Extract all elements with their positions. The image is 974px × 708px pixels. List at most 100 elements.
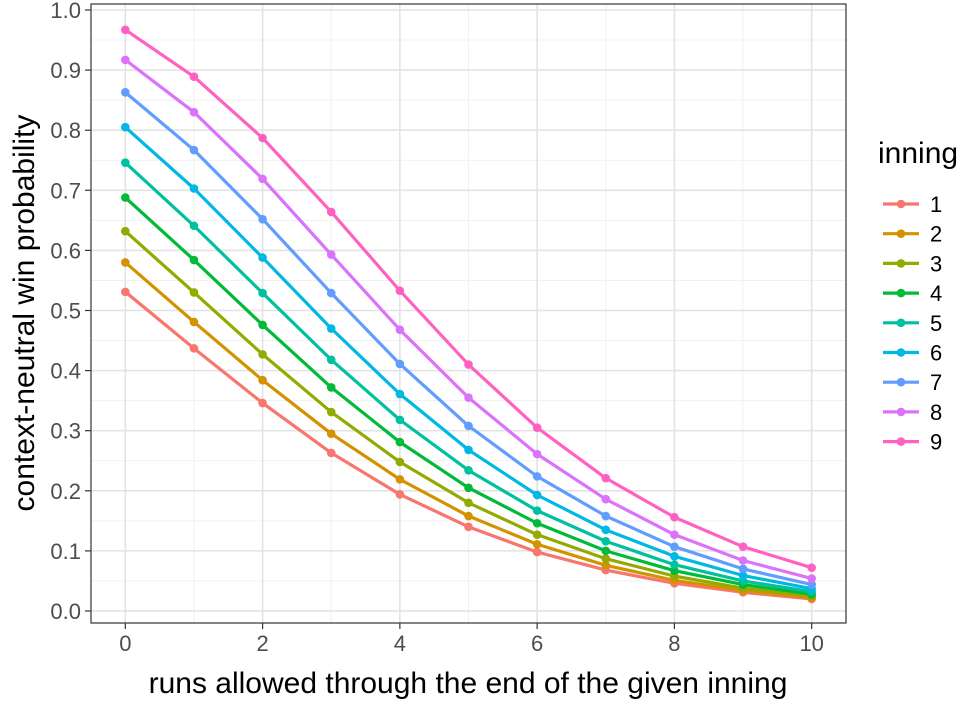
legend-key-point [896, 229, 906, 238]
data-point-inning-4 [258, 320, 267, 330]
data-point-inning-8 [807, 574, 816, 583]
data-point-inning-3 [601, 554, 611, 563]
data-point-inning-8 [601, 494, 611, 504]
data-point-inning-6 [189, 184, 199, 193]
y-axis: 0.0 0.1 0.2 0.3 0.4 0.5 0.6 0.7 0.8 0.9 1.0 [50, 0, 91, 624]
data-point-inning-5 [189, 221, 199, 231]
data-point-inning-4 [189, 255, 199, 265]
legend-label-2: 2 [930, 222, 942, 247]
data-point-inning-7 [738, 564, 748, 574]
data-point-inning-2 [532, 539, 542, 549]
data-point-inning-4 [532, 518, 542, 528]
legend-label-9: 9 [930, 430, 942, 455]
data-point-inning-5 [464, 466, 473, 475]
data-point-inning-7 [326, 288, 336, 298]
x-axis: 0 2 4 6 8 10 [119, 623, 824, 656]
data-point-inning-5 [532, 506, 542, 515]
data-point-inning-1 [189, 344, 199, 353]
data-point-inning-4 [121, 193, 130, 202]
data-point-inning-2 [258, 375, 267, 385]
data-point-inning-6 [121, 122, 130, 132]
data-point-inning-7 [395, 359, 405, 369]
x-tick-label: 4 [394, 631, 406, 656]
x-tick-label: 6 [531, 631, 543, 656]
x-tick-label: 0 [119, 631, 131, 656]
data-point-inning-8 [326, 250, 336, 259]
y-tick-label: 1.0 [50, 0, 81, 23]
data-point-inning-2 [189, 317, 199, 327]
data-point-inning-7 [532, 472, 542, 481]
legend-label-8: 8 [930, 400, 942, 425]
data-point-inning-9 [189, 72, 199, 82]
data-point-inning-4 [601, 546, 611, 556]
data-point-inning-5 [258, 288, 267, 298]
x-tick-label: 10 [799, 631, 823, 656]
legend-key-point [896, 318, 906, 328]
data-point-inning-9 [601, 473, 611, 483]
legend-key-point [896, 288, 906, 298]
data-point-inning-8 [670, 530, 679, 539]
legend-label-5: 5 [930, 311, 942, 336]
data-point-inning-6 [532, 490, 542, 500]
minor-grid [91, 4, 846, 623]
data-point-inning-8 [395, 325, 405, 335]
legend-label-6: 6 [930, 341, 942, 366]
data-point-inning-1 [395, 490, 405, 499]
data-point-inning-5 [395, 415, 405, 425]
data-point-inning-6 [258, 253, 267, 262]
data-point-inning-3 [532, 530, 542, 539]
data-point-inning-6 [670, 551, 679, 561]
x-axis-title: runs allowed through the end of the give… [149, 667, 788, 700]
data-point-inning-6 [738, 571, 748, 580]
data-point-inning-1 [326, 448, 336, 458]
data-point-inning-7 [189, 145, 199, 155]
data-point-inning-8 [189, 107, 199, 117]
data-point-inning-9 [807, 563, 816, 573]
data-point-inning-8 [258, 174, 267, 184]
data-point-inning-8 [738, 556, 748, 565]
data-point-inning-2 [395, 475, 405, 484]
data-point-inning-5 [121, 158, 130, 167]
legend-label-3: 3 [930, 251, 942, 276]
data-point-inning-1 [258, 398, 267, 408]
y-tick-label: 0.5 [50, 298, 81, 323]
data-point-inning-3 [121, 226, 130, 236]
data-point-inning-7 [670, 542, 679, 551]
data-point-inning-4 [395, 437, 405, 447]
y-tick-label: 0.9 [50, 58, 81, 83]
legend-key-point [896, 259, 906, 268]
data-point-inning-1 [532, 547, 542, 557]
y-tick-label: 0.2 [50, 479, 81, 504]
data-point-inning-7 [601, 511, 611, 521]
data-point-inning-7 [464, 421, 473, 431]
data-point-inning-9 [395, 286, 405, 295]
x-tick-label: 8 [668, 631, 680, 656]
data-point-inning-4 [670, 566, 679, 576]
data-point-inning-2 [464, 511, 473, 521]
y-tick-label: 0.0 [50, 599, 81, 624]
y-axis-title: context-neutral win probability [8, 115, 41, 512]
data-point-inning-2 [601, 561, 611, 570]
data-point-inning-6 [326, 324, 336, 333]
plot-border [90, 3, 847, 624]
legend-key-point [896, 377, 906, 387]
data-point-inning-5 [326, 355, 336, 365]
data-point-inning-6 [395, 389, 405, 399]
y-tick-label: 0.8 [50, 118, 81, 143]
legend-label-7: 7 [930, 370, 942, 395]
data-point-inning-7 [258, 214, 267, 224]
y-tick-label: 0.6 [50, 238, 81, 263]
data-point-inning-1 [464, 522, 473, 532]
data-point-inning-9 [121, 25, 130, 35]
data-point-inning-3 [395, 457, 405, 467]
legend-items: 1 2 3 4 5 6 7 8 9 [883, 192, 942, 455]
y-tick-label: 0.7 [50, 178, 81, 203]
data-point-inning-3 [464, 498, 473, 508]
legend: inning 1 2 3 4 5 6 7 8 9 [878, 137, 958, 455]
data-point-inning-9 [258, 133, 267, 143]
legend-key-point [896, 407, 906, 417]
y-tick-label: 0.4 [50, 359, 81, 384]
data-point-inning-3 [258, 350, 267, 359]
